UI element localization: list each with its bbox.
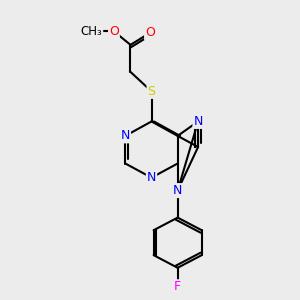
Text: O: O	[145, 26, 155, 39]
Text: N: N	[147, 171, 156, 184]
Text: N: N	[121, 129, 130, 142]
Text: F: F	[174, 280, 181, 293]
Text: S: S	[148, 85, 155, 98]
Text: O: O	[109, 25, 119, 38]
Text: CH₃: CH₃	[80, 25, 102, 38]
Text: N: N	[173, 184, 182, 197]
Text: N: N	[194, 115, 203, 128]
